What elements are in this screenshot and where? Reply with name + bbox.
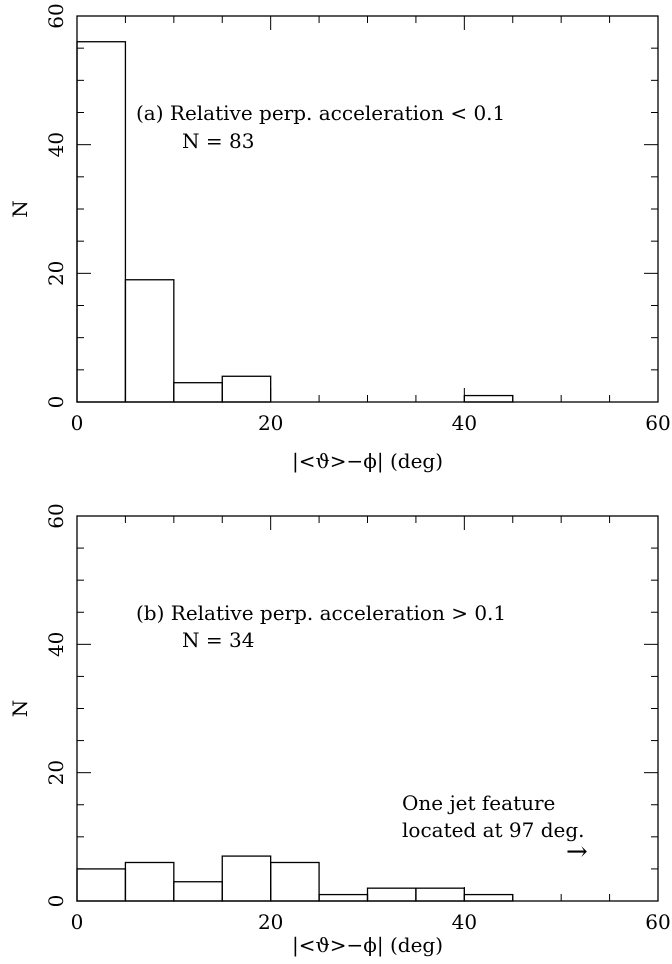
- panel-b-y-tick-label: 60: [44, 503, 68, 528]
- panel-a-y-tick-label: 40: [44, 132, 68, 157]
- panel-b-bar: [221, 855, 272, 902]
- panel-a-bar: [173, 382, 223, 403]
- panel-a-x-axis-label: |<ϑ>−ϕ| (deg): [292, 449, 443, 474]
- panel-a-bar: [124, 279, 175, 403]
- panel-b-bar: [415, 887, 465, 902]
- panel-b-bar: [463, 893, 514, 902]
- panel-b-annotation: One jet feature: [402, 791, 555, 815]
- panel-a-bar: [463, 394, 514, 403]
- panel-a-plot-frame: [76, 15, 659, 403]
- panel-b-bar: [173, 881, 223, 902]
- panel-b-bar: [124, 861, 175, 902]
- panel-b-y-tick-label: 0: [44, 895, 68, 908]
- panel-b-x-tick-label: 20: [258, 910, 283, 934]
- panel-b-bar: [318, 893, 369, 902]
- panel-a-bar: [221, 375, 272, 403]
- panel-b-x-tick-label: 60: [645, 910, 670, 934]
- panel-b-bar: [366, 887, 417, 902]
- panel-a-y-tick-label: 20: [44, 261, 68, 286]
- panel-b-bar: [76, 868, 127, 902]
- panel-b-bar: [270, 861, 320, 902]
- panel-a-x-tick-label: 20: [258, 411, 283, 435]
- panel-b-y-tick-label: 20: [44, 760, 68, 785]
- panel-b-x-tick-label: 40: [452, 910, 477, 934]
- panel-a-y-axis-label: N: [8, 200, 32, 218]
- panel-a-y-tick-label: 0: [44, 396, 68, 409]
- panel-b-annotation: →: [566, 837, 588, 867]
- panel-a-annotation: (a) Relative perp. acceleration < 0.1: [136, 101, 505, 125]
- panel-a-x-tick-label: 60: [645, 411, 670, 435]
- panel-b-x-axis-label: |<ϑ>−ϕ| (deg): [292, 933, 443, 958]
- panel-b-x-tick-label: 0: [71, 910, 84, 934]
- panel-a-bar: [76, 41, 127, 403]
- panel-b-annotation: located at 97 deg.: [402, 818, 585, 842]
- panel-a-x-tick-label: 40: [452, 411, 477, 435]
- panel-a-y-tick-label: 60: [44, 3, 68, 28]
- panel-a-annotation: N = 83: [182, 129, 254, 153]
- panel-b-y-tick-label: 40: [44, 632, 68, 657]
- panel-b-annotation: (b) Relative perp. acceleration > 0.1: [136, 601, 506, 625]
- panel-b-annotation: N = 34: [182, 628, 254, 652]
- panel-b-y-axis-label: N: [8, 700, 32, 718]
- panel-a-x-tick-label: 0: [71, 411, 84, 435]
